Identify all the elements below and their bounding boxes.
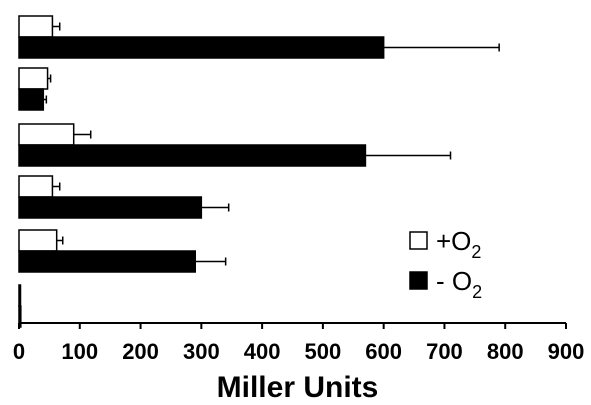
bar-plus-o2-0 bbox=[18, 15, 54, 38]
x-tick-label-500: 500 bbox=[305, 339, 342, 364]
x-tick-label-200: 200 bbox=[122, 339, 159, 364]
bars-layer bbox=[18, 15, 385, 328]
bar-plus-o2-3 bbox=[18, 175, 54, 198]
x-tick-label-400: 400 bbox=[244, 339, 281, 364]
x-tick-label-600: 600 bbox=[365, 339, 402, 364]
bar-minus-o2-3 bbox=[18, 196, 203, 219]
x-tick-label-300: 300 bbox=[183, 339, 220, 364]
legend: +O2 - O2 bbox=[409, 226, 482, 302]
bar-minus-o2-1 bbox=[18, 88, 45, 111]
legend-swatch-plus-o2 bbox=[409, 231, 428, 250]
x-tick-label-800: 800 bbox=[487, 339, 524, 364]
bar-plus-o2-1 bbox=[18, 67, 49, 90]
x-tick-label-900: 900 bbox=[548, 339, 585, 364]
bar-plus-o2-5 bbox=[18, 284, 22, 307]
bar-plus-o2-4 bbox=[18, 229, 58, 252]
bar-minus-o2-2 bbox=[18, 144, 367, 167]
x-tick-label-0: 0 bbox=[13, 339, 25, 364]
legend-swatch-minus-o2 bbox=[409, 271, 428, 290]
x-axis-label: Miller Units bbox=[217, 371, 379, 404]
bar-minus-o2-0 bbox=[18, 36, 385, 59]
legend-label-minus-o2: - O2 bbox=[436, 266, 482, 302]
error-bars-layer bbox=[43, 22, 500, 266]
bar-minus-o2-4 bbox=[18, 250, 197, 273]
x-axis-ticks: 0 100 200 300 400 500 600 700 800 900 bbox=[13, 323, 584, 364]
bar-plus-o2-2 bbox=[18, 123, 75, 146]
x-tick-label-100: 100 bbox=[61, 339, 98, 364]
legend-label-plus-o2: +O2 bbox=[436, 226, 481, 262]
x-tick-label-700: 700 bbox=[426, 339, 463, 364]
